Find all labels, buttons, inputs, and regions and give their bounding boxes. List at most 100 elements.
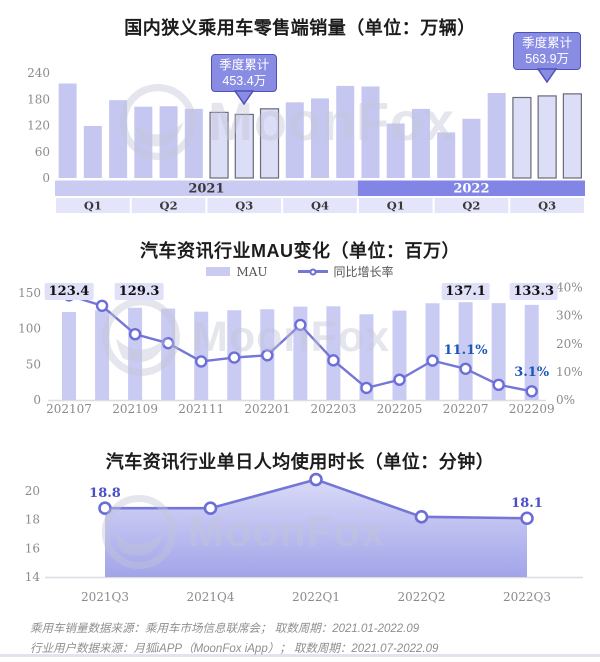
sales-bar [285, 102, 304, 178]
sales-bar [512, 96, 532, 179]
callout-line1: 季度累计 [522, 36, 573, 50]
growth-line-marker [393, 373, 406, 386]
x-tick-label: 2021Q4 [186, 590, 234, 604]
mau-bar [95, 310, 110, 400]
usage-value-label: 18.8 [89, 486, 121, 502]
quarter-band [207, 198, 282, 213]
growth-line-marker [459, 362, 472, 375]
sales-bar [184, 108, 203, 178]
y-axis-tick-label: 14 [25, 570, 41, 584]
quarter-band-label: Q1 [84, 199, 102, 213]
y-axis-tick-label: 0 [42, 171, 50, 185]
legend-mau-label: MAU [236, 264, 268, 279]
chart2-mau-combo-plot: 0 50 100 150 0% 10% 20% 30% 40% 202107 202109 20211… [18, 281, 583, 417]
y-axis-tick-label: 60 [35, 145, 50, 159]
quarter-band-label: Q3 [235, 199, 253, 213]
legend-line-marker-icon [309, 268, 317, 275]
growth-line-marker [294, 318, 307, 332]
growth-line-marker [525, 385, 538, 398]
x-tick-label: 2022Q3 [503, 590, 551, 604]
sales-bar [234, 113, 254, 179]
mau-bar [161, 308, 176, 400]
callout-line2: 563.9万 [525, 52, 570, 66]
usage-line-marker [520, 511, 534, 526]
usage-line-marker [98, 501, 112, 516]
legend-item-mau: MAU [206, 264, 268, 279]
mau-value-label: 133.3 [509, 283, 559, 300]
sales-bar [209, 111, 229, 179]
sales-bar [462, 118, 481, 178]
x-tick-label: 202209 [509, 402, 555, 416]
chart1-title: 国内狭义乘用车零售端销量（单位：万辆） [124, 18, 476, 38]
mau-value-label: 129.3 [114, 283, 164, 300]
mau-bar [128, 307, 143, 400]
usage-line-marker [414, 510, 429, 524]
right-y-tick-label: 40% [556, 281, 583, 295]
growth-line-marker [492, 378, 505, 392]
quarter-band [434, 198, 509, 213]
sales-bar [134, 106, 153, 178]
sales-bar [83, 125, 102, 178]
quarter-band-label: Q3 [538, 199, 556, 213]
legend-bar-swatch [206, 267, 231, 276]
bottom-divider [0, 654, 600, 657]
x-tick-label: 202205 [377, 402, 423, 416]
sales-bar [361, 86, 380, 178]
mau-bar [392, 310, 407, 400]
x-tick-label: 202201 [244, 402, 290, 416]
sales-bar [537, 95, 557, 179]
quarter-band-label: Q4 [311, 199, 329, 213]
mau-bar [359, 314, 374, 400]
mau-bar [326, 306, 341, 400]
growth-line-marker [360, 381, 373, 395]
quarter-band-label: Q2 [160, 199, 178, 213]
quarter-total-callout-2022q3: 季度累计 563.9万 [513, 32, 582, 83]
mau-bar [458, 302, 473, 400]
sales-bar [159, 106, 178, 178]
y-axis-tick-label: 240 [27, 66, 50, 80]
chart2-title: 汽车资讯行业MAU变化（单位：百万） [140, 241, 460, 261]
x-tick-label: 202111 [178, 402, 224, 416]
legend-line-swatch [297, 268, 328, 275]
year-band [357, 180, 585, 196]
sales-bar [487, 92, 506, 178]
footer-source-line-industry: 行业用户数据来源：月狐iAPP（MoonFox iApp）； 取数周期：2021… [30, 643, 439, 655]
quarter-band [358, 198, 433, 213]
right-y-tick-label: 30% [556, 309, 583, 323]
usage-line-marker [309, 472, 323, 487]
growth-line-marker [228, 351, 241, 364]
x-tick-label: 202107 [46, 402, 92, 416]
sales-bar [411, 108, 430, 178]
sales-bar [336, 85, 355, 178]
growth-line-marker [261, 349, 274, 362]
callout-down-arrow-icon [537, 68, 558, 83]
left-y-tick-label: 100 [18, 322, 41, 336]
usage-value-label: 18.1 [511, 496, 543, 512]
callout-line1: 季度累计 [219, 58, 270, 72]
mau-bar [62, 311, 76, 400]
quarter-band [283, 198, 357, 213]
quarter-band [56, 198, 130, 213]
sales-bar [58, 83, 77, 178]
growth-value-label: 3.1% [514, 365, 550, 381]
y-axis-tick-label: 16 [25, 541, 40, 555]
sales-bar [437, 132, 456, 178]
chart2-legend: MAU 同比增长率 [0, 263, 600, 280]
quarter-band-label: Q1 [387, 199, 405, 213]
y-axis-tick-label: 18 [25, 513, 40, 527]
right-y-tick-label: 10% [556, 365, 583, 379]
x-tick-label: 202203 [310, 402, 356, 416]
growth-line-marker [426, 354, 439, 367]
sales-bar [562, 93, 582, 179]
year-band-label: 2022 [453, 182, 489, 197]
growth-value-label: 11.1% [443, 342, 488, 358]
left-y-tick-label: 150 [18, 286, 41, 300]
growth-line-marker [161, 336, 175, 350]
y-axis-tick-label: 20 [25, 484, 40, 498]
x-tick-label: 2022Q2 [397, 590, 445, 604]
y-axis-tick-label: 180 [27, 92, 50, 106]
usage-line-marker [203, 501, 218, 516]
legend-item-growth: 同比增长率 [297, 263, 394, 280]
